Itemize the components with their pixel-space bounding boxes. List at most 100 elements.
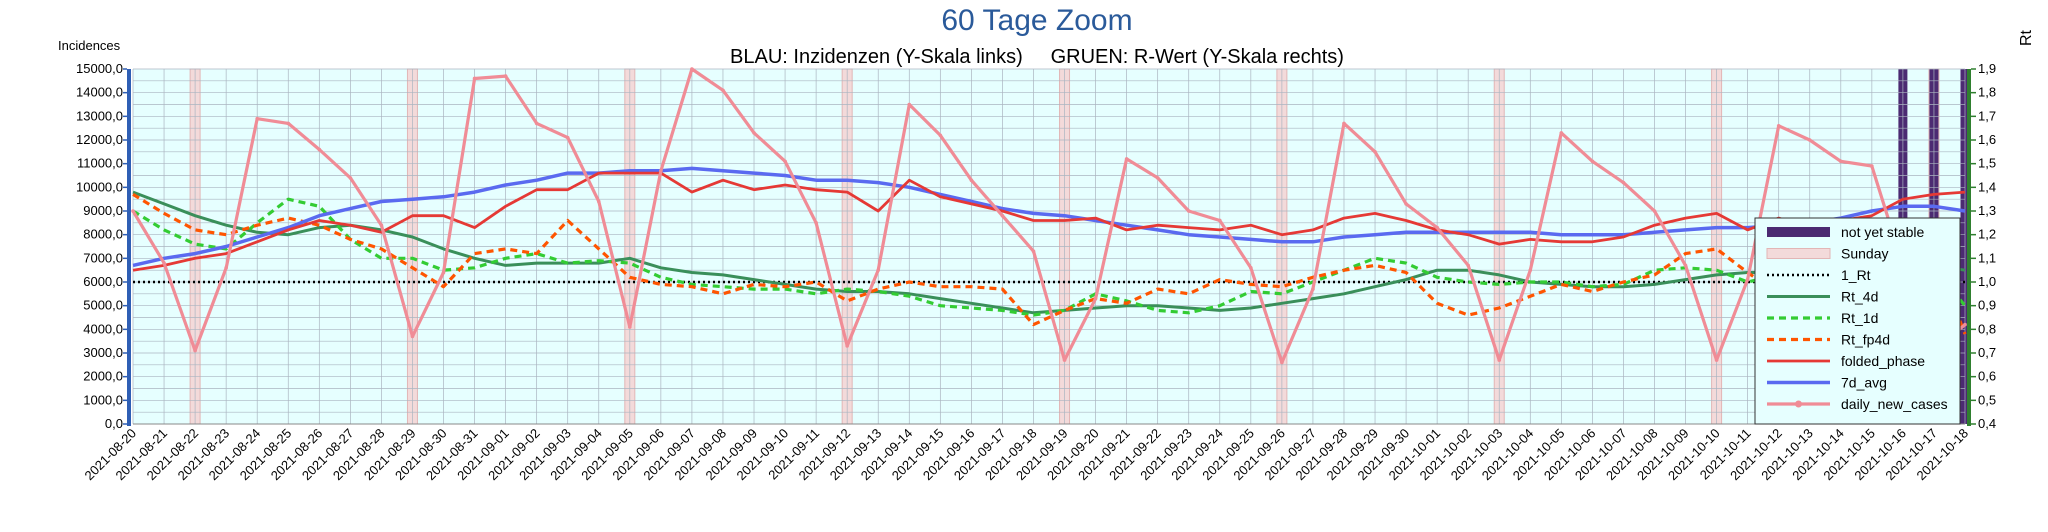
left-tick-label-15: 15000,0 — [76, 61, 123, 76]
legend-label-sunday: Sunday — [1841, 246, 1888, 262]
legend-label-not_yet_stable: not yet stable — [1841, 224, 1924, 240]
point-daily_new_cases-2021-09-17 — [1000, 213, 1005, 218]
series-layer — [131, 67, 1967, 365]
point-daily_new_cases-2021-10-04 — [1528, 268, 1533, 272]
point-daily_new_cases-2021-09-04 — [596, 199, 601, 204]
series-line-rt_1d — [132, 197, 1967, 317]
legend-label-one_rt: 1_Rt — [1841, 267, 1871, 283]
point-daily_new_cases-2021-08-22 — [193, 348, 197, 353]
legend-entry-sunday: Sunday — [1766, 246, 1888, 262]
right-tick-label-4: 0,8 — [1978, 321, 1996, 336]
point-daily_new_cases-2021-08-31 — [472, 76, 477, 81]
point-daily_new_cases-2021-09-30 — [1404, 202, 1408, 206]
legend: not yet stable Sunday 1_Rt Rt_4d Rt_1d Rt_fp4… — [1754, 217, 1961, 425]
point-daily_new_cases-2021-09-23 — [1186, 209, 1191, 213]
chart-subtitle: BLAU: Inzidenzen (Y-Skala links) GRUEN: … — [730, 46, 1344, 68]
point-daily_new_cases-2021-08-24 — [255, 116, 260, 121]
legend-label-rt_1d: Rt_1d — [1841, 310, 1878, 326]
point-daily_new_cases-2021-10-02 — [1466, 263, 1470, 268]
point-daily_new_cases-2021-09-13 — [876, 268, 881, 272]
left-tick-label-6: 6000,0 — [83, 274, 123, 289]
right-tick-label-12: 1,6 — [1978, 132, 1996, 147]
point-daily_new_cases-2021-09-14 — [907, 102, 912, 107]
left-tick-label-5: 5000,0 — [83, 298, 123, 313]
point-daily_new_cases-2021-10-15 — [1870, 164, 1874, 168]
point-daily_new_cases-2021-10-11 — [1745, 277, 1750, 282]
point-daily_new_cases-2021-09-07 — [690, 67, 694, 71]
point-daily_new_cases-2021-10-12 — [1776, 124, 1781, 128]
point-daily_new_cases-2021-09-27 — [1311, 287, 1315, 291]
left-tick-label-11: 11000,0 — [77, 156, 123, 171]
right-tick-label-3: 0,7 — [1978, 345, 1996, 360]
point-daily_new_cases-2021-09-20 — [1093, 296, 1098, 301]
point-daily_new_cases-2021-09-26 — [1280, 360, 1284, 365]
point-daily_new_cases-2021-10-09 — [1683, 263, 1688, 268]
point-daily_new_cases-2021-09-11 — [814, 221, 818, 225]
left-tick-label-1: 1000,0 — [83, 392, 123, 407]
point-daily_new_cases-2021-10-10 — [1714, 358, 1719, 362]
legend-marker-daily_new_cases — [1795, 400, 1802, 408]
series-line-avg7d — [132, 166, 1966, 268]
point-daily_new_cases-2021-10-05 — [1559, 131, 1564, 135]
point-daily_new_cases-2021-10-08 — [1652, 209, 1657, 213]
point-daily_new_cases-2021-09-25 — [1249, 266, 1253, 270]
legend-entry-rt_1d: Rt_1d — [1767, 310, 1878, 326]
left-tick-label-2: 2000,0 — [83, 369, 123, 384]
right-tick-label-13: 1,7 — [1978, 108, 1996, 123]
point-daily_new_cases-2021-09-15 — [938, 133, 943, 138]
point-daily_new_cases-2021-10-01 — [1435, 225, 1439, 230]
right-tick-label-14: 1,8 — [1978, 85, 1996, 100]
point-daily_new_cases-2021-10-07 — [1621, 180, 1626, 185]
point-daily_new_cases-2021-08-23 — [224, 266, 228, 270]
right-tick-label-15: 1,9 — [1978, 61, 1996, 76]
right-tick-label-9: 1,3 — [1978, 203, 1996, 218]
left-tick-label-8: 8000,0 — [83, 227, 123, 242]
left-tick-label-12: 12000,0 — [76, 132, 123, 147]
chart-title: 60 Tage Zoom — [941, 4, 1132, 37]
point-daily_new_cases-2021-08-20 — [131, 209, 135, 213]
legend-label-daily_new_cases: daily_new_cases — [1841, 396, 1948, 412]
right-tick-label-8: 1,2 — [1978, 227, 1996, 242]
point-daily_new_cases-2021-08-26 — [317, 147, 322, 152]
right-tick-label-10: 1,4 — [1978, 179, 1996, 194]
point-daily_new_cases-2021-09-08 — [721, 88, 725, 93]
point-daily_new_cases-2021-09-24 — [1217, 218, 1222, 223]
point-daily_new_cases-2021-09-18 — [1031, 249, 1036, 254]
legend-entry-one_rt: 1_Rt — [1767, 267, 1871, 283]
left-tick-label-13: 13000,0 — [76, 108, 123, 123]
left-tick-label-3: 3000,0 — [83, 345, 123, 360]
right-tick-label-2: 0,6 — [1978, 369, 1996, 384]
point-daily_new_cases-2021-09-19 — [1062, 358, 1067, 362]
point-daily_new_cases-2021-09-28 — [1342, 121, 1346, 126]
point-daily_new_cases-2021-09-22 — [1155, 176, 1160, 180]
legend-entry-rt_4d: Rt_4d — [1767, 289, 1878, 305]
point-daily_new_cases-2021-08-28 — [379, 223, 384, 227]
legend-entry-folded_phase: folded_phase — [1767, 353, 1925, 369]
right-tick-label-6: 1,0 — [1978, 274, 1996, 289]
point-daily_new_cases-2021-08-21 — [162, 261, 166, 265]
point-daily_new_cases-2021-09-21 — [1124, 157, 1129, 161]
right-tick-label-1: 0,5 — [1978, 392, 1996, 407]
right-tick-label-11: 1,5 — [1978, 156, 1996, 171]
right-axis-label: Rt — [2018, 29, 2035, 46]
right-tick-label-5: 0,9 — [1978, 298, 1996, 313]
point-daily_new_cases-2021-08-25 — [286, 121, 291, 126]
left-tick-label-14: 14000,0 — [76, 85, 123, 100]
point-daily_new_cases-2021-10-14 — [1838, 159, 1843, 164]
point-daily_new_cases-2021-08-27 — [348, 176, 353, 180]
right-tick-label-0: 0,4 — [1978, 416, 1996, 431]
legend-label-avg7d: 7d_avg — [1841, 375, 1887, 391]
legend-entry-daily_new_cases: daily_new_cases — [1767, 396, 1948, 412]
point-daily_new_cases-2021-10-06 — [1590, 159, 1595, 164]
legend-swatch-sunday — [1766, 248, 1831, 259]
left-axis-label: Incidences — [58, 38, 121, 53]
series-line-folded_phase — [132, 171, 1966, 272]
left-tick-label-10: 10000,0 — [76, 179, 123, 194]
point-daily_new_cases-2021-09-10 — [783, 159, 787, 164]
left-tick-label-7: 7000,0 — [83, 250, 123, 265]
left-tick-label-9: 9000,0 — [83, 203, 123, 218]
right-tick-label-7: 1,1 — [1978, 250, 1996, 265]
point-daily_new_cases-2021-09-02 — [534, 121, 539, 126]
point-daily_new_cases-2021-10-13 — [1807, 138, 1812, 142]
